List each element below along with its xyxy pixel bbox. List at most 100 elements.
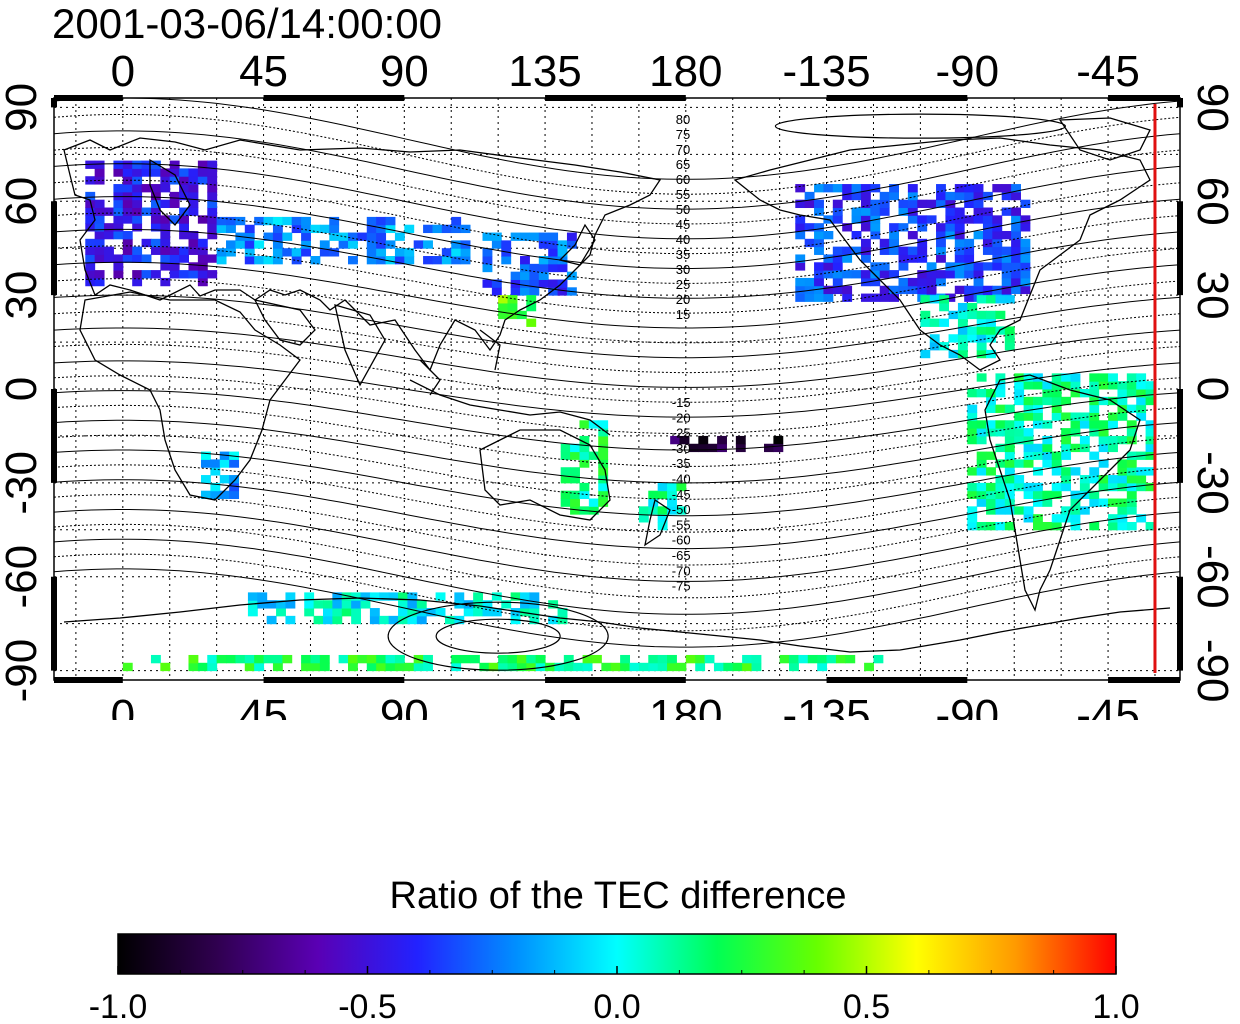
data-cell	[973, 285, 984, 295]
data-cell	[917, 285, 928, 295]
data-cell	[219, 459, 230, 468]
data-cell	[1001, 246, 1012, 255]
data-cell	[667, 490, 677, 500]
data-cell	[254, 654, 265, 664]
data-cell	[992, 254, 1003, 263]
data-cell	[85, 238, 96, 248]
data-cell	[566, 271, 577, 280]
data-cell	[319, 654, 330, 664]
data-cell	[520, 279, 530, 288]
data-cell	[416, 600, 427, 609]
data-cell	[936, 199, 946, 209]
data-cell	[1014, 420, 1025, 429]
data-cell	[451, 654, 462, 664]
data-cell	[1032, 443, 1043, 453]
data-cell	[545, 662, 555, 672]
data-cell	[598, 435, 609, 445]
data-cell	[936, 270, 946, 279]
data-cell	[160, 246, 171, 255]
data-cell	[907, 215, 918, 224]
data-cell	[926, 285, 937, 295]
axis-bar-top	[1108, 95, 1180, 101]
data-cell	[179, 223, 189, 232]
data-cell	[676, 506, 687, 515]
data-cell	[560, 443, 571, 453]
coastline-australia	[479, 429, 611, 521]
data-cell	[860, 215, 871, 224]
data-cell	[929, 334, 940, 343]
colorbar-tick-label: -1.0	[89, 988, 148, 1024]
data-cell	[976, 521, 987, 531]
data-cell	[304, 608, 315, 617]
data-cell	[113, 160, 124, 169]
data-cell	[751, 654, 762, 664]
data-cell	[1020, 199, 1031, 209]
contour-label: -65	[672, 548, 691, 563]
data-cell	[907, 207, 918, 216]
data-cell	[1001, 191, 1012, 201]
data-cell	[898, 246, 909, 255]
data-cell	[1051, 490, 1062, 500]
data-cell	[992, 230, 1003, 240]
coastline-africa	[79, 291, 301, 501]
data-cell	[94, 238, 105, 248]
data-cell	[1079, 475, 1090, 484]
data-cell	[329, 232, 340, 241]
data-cell	[570, 506, 580, 515]
data-cell	[898, 207, 909, 216]
data-cell	[113, 199, 124, 209]
data-cell	[1032, 514, 1043, 523]
data-cell	[976, 467, 987, 476]
data-cell	[1023, 404, 1034, 413]
data-cell	[257, 592, 268, 601]
data-cell	[1070, 506, 1081, 515]
data-cell	[1117, 459, 1128, 468]
data-cell	[967, 435, 978, 445]
data-cell	[1023, 373, 1034, 382]
data-cell	[648, 506, 659, 515]
data-cell	[879, 285, 890, 295]
coastline-antarctica	[63, 597, 1171, 653]
data-cell	[629, 662, 640, 672]
data-cell	[557, 608, 568, 617]
data-cell	[529, 271, 540, 280]
colorbar-tick-label: 0.0	[593, 988, 640, 1024]
data-cell	[1023, 435, 1034, 445]
data-cell	[188, 262, 199, 271]
data-cell	[526, 295, 537, 304]
data-cell	[1108, 514, 1118, 523]
data-cell	[807, 654, 818, 664]
data-cell	[967, 521, 978, 531]
data-cell	[385, 662, 396, 672]
data-cell	[879, 293, 890, 302]
data-cell	[272, 240, 283, 249]
data-cell	[454, 592, 465, 601]
data-cell	[1004, 475, 1015, 484]
data-cell	[667, 506, 677, 515]
data-cell	[113, 184, 124, 193]
data-cell	[1061, 373, 1072, 382]
data-cell	[1126, 404, 1137, 413]
data-cell	[1042, 443, 1053, 453]
data-cell	[272, 248, 283, 257]
data-cell	[1020, 246, 1031, 255]
data-cell	[366, 224, 377, 234]
data-cell	[332, 592, 343, 601]
data-cell	[516, 654, 527, 664]
data-cell	[870, 262, 881, 271]
data-cell	[620, 662, 631, 672]
axis-bar-bottom	[1108, 677, 1180, 683]
data-cell	[795, 254, 806, 263]
contour-label: 50	[676, 202, 690, 217]
data-cell	[104, 254, 114, 263]
data-cell	[498, 654, 509, 664]
colorbar-tick-label: 0.5	[843, 988, 890, 1024]
data-cell	[266, 600, 277, 609]
contour-line	[54, 163, 1180, 240]
data-cell	[657, 490, 668, 500]
data-cell	[1020, 262, 1031, 271]
data-cell	[864, 662, 874, 672]
data-cell	[197, 246, 208, 255]
data-cell	[179, 176, 189, 185]
data-cell	[160, 176, 171, 185]
